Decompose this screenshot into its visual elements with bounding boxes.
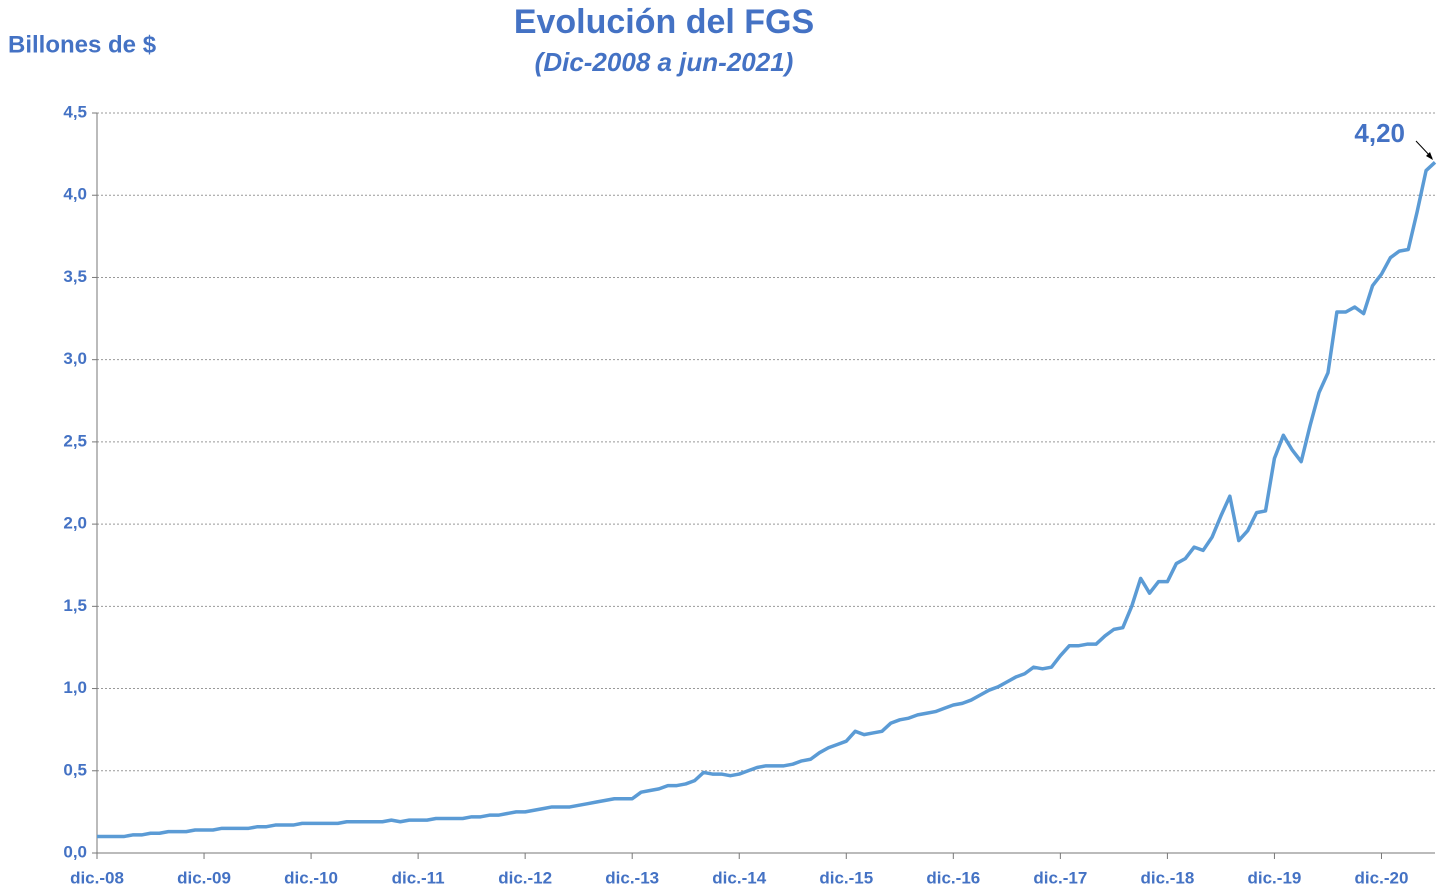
- data-line: [97, 161, 1437, 839]
- y-tick-label: 1,5: [63, 596, 87, 615]
- chart-title: Evolución del FGS: [514, 3, 814, 41]
- y-tick-label: 2,0: [63, 514, 87, 533]
- x-tick-label: dic.-14: [712, 868, 766, 887]
- x-tick-label: dic.-18: [1140, 868, 1194, 887]
- y-axis-label: Billones de $: [8, 31, 157, 58]
- x-tick-label: dic.-08: [70, 868, 124, 887]
- y-tick-label: 3,0: [63, 349, 87, 368]
- x-tick-label: dic.-20: [1355, 868, 1409, 887]
- y-tick-label: 3,5: [63, 267, 87, 286]
- x-tick-label: dic.-10: [284, 868, 338, 887]
- x-tick-label: dic.-11: [392, 868, 445, 887]
- x-tick-label: dic.-12: [498, 868, 552, 887]
- x-tick-label: dic.-16: [926, 868, 980, 887]
- y-tick-label: 1,0: [63, 678, 87, 697]
- value-label: 4,20: [1354, 118, 1405, 148]
- chart-subtitle: (Dic-2008 a jun-2021): [535, 47, 794, 77]
- x-tick-label: dic.-09: [177, 868, 231, 887]
- y-tick-label: 0,5: [63, 760, 87, 779]
- x-tick-label: dic.-17: [1033, 868, 1087, 887]
- arrow-head: [1426, 152, 1433, 160]
- y-tick-label: 0,0: [63, 842, 87, 861]
- y-tick-label: 4,0: [63, 185, 87, 204]
- y-tick-label: 4,5: [63, 102, 87, 121]
- x-tick-label: dic.-13: [605, 868, 659, 887]
- y-tick-label: 2,5: [63, 431, 87, 450]
- x-tick-label: dic.-15: [819, 868, 873, 887]
- x-tick-label: dic.-19: [1248, 868, 1302, 887]
